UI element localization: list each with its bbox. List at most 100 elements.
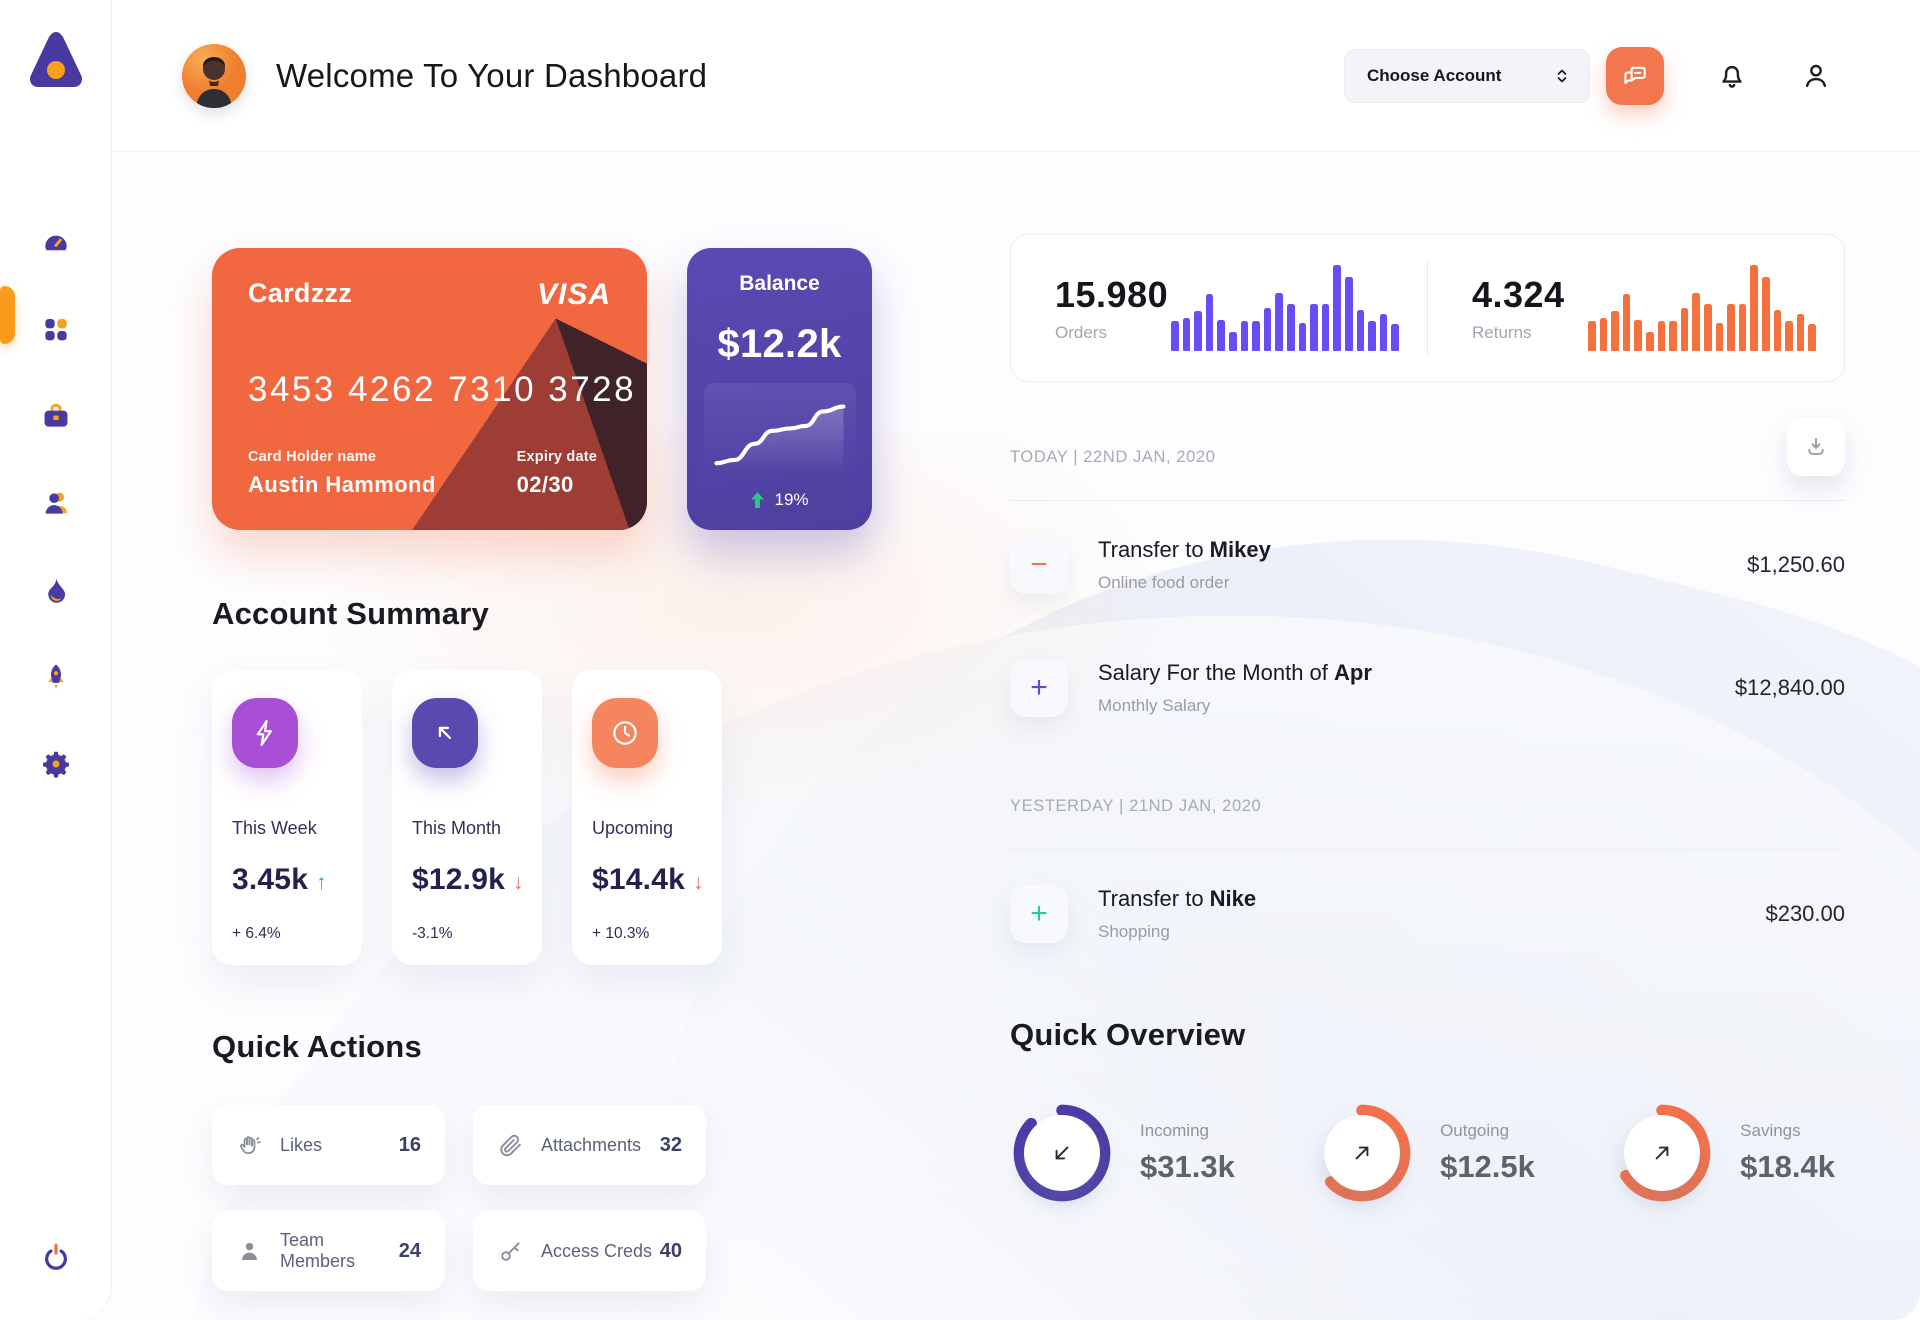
card-holder-label: Card Holder name [248, 449, 377, 465]
arrow-up-left-icon [412, 698, 478, 768]
summary-card-this-month: This Month $12.9k ↓ -3.1% [392, 670, 542, 965]
card-holder-name: Austin Hammond [248, 472, 436, 497]
summary-value: $12.9k [412, 863, 505, 896]
quick-action-attachments[interactable]: Attachments 32 [473, 1105, 706, 1185]
quick-action-access-creds[interactable]: Access Creds 40 [473, 1211, 706, 1291]
quick-action-count: 40 [659, 1239, 682, 1262]
balance-sparkline [703, 383, 856, 475]
transactions-section: TODAY | 22ND JAN, 2020 − Transfer to Mik… [1010, 418, 1845, 973]
quick-overview-title: Quick Overview [1010, 1017, 1246, 1052]
returns-stat: 4.324 Returns [1428, 265, 1844, 351]
plus-icon: + [1010, 659, 1068, 717]
quick-overview-row: Incoming $31.3k [1010, 1101, 1845, 1205]
notifications-bell-icon[interactable] [1716, 60, 1748, 92]
power-icon[interactable] [39, 1240, 73, 1274]
transaction-row-mikey[interactable]: − Transfer to Mikey Online food order $1… [1010, 501, 1845, 624]
users-icon[interactable] [40, 487, 72, 519]
download-icon [1808, 437, 1824, 455]
transaction-subtitle: Shopping [1098, 922, 1170, 941]
choose-account-label: Choose Account [1367, 65, 1502, 85]
divider [1010, 849, 1845, 850]
balance-value: $12.2k [717, 322, 842, 366]
summary-label: This Week [232, 818, 317, 838]
overview-incoming: Incoming $31.3k [1010, 1101, 1235, 1205]
chat-bubbles-icon [1624, 66, 1646, 84]
minus-icon: − [1010, 536, 1068, 594]
summary-label: Upcoming [592, 818, 674, 838]
transaction-title: Salary For the Month of Apr [1098, 660, 1372, 685]
key-icon [501, 1241, 520, 1261]
rocket-icon[interactable] [40, 661, 72, 693]
download-button[interactable] [1787, 418, 1845, 476]
transaction-subtitle: Monthly Salary [1098, 696, 1211, 715]
briefcase-icon[interactable] [40, 400, 72, 432]
arrow-up-right-icon [1655, 1146, 1669, 1160]
quick-action-team-members[interactable]: Team Members 24 [212, 1211, 445, 1291]
trend-arrow-down-icon: ↓ [692, 871, 704, 894]
grid-apps-icon[interactable] [40, 313, 72, 345]
right-column: 15.980 Orders 4.324 Returns TODAY | 22N [1010, 234, 1845, 1320]
overview-outgoing: Outgoing $12.5k [1310, 1101, 1535, 1205]
orders-returns-card: 15.980 Orders 4.324 Returns [1010, 234, 1845, 382]
member-icon [242, 1242, 257, 1260]
card-number: 3453 4262 7310 3728 [248, 370, 637, 409]
quick-action-count: 32 [659, 1133, 682, 1156]
triangle-logo-icon [23, 26, 89, 98]
overview-value: $18.4k [1740, 1149, 1835, 1184]
summary-card-this-week: This Week 3.45k ↑ + 6.4% [212, 670, 362, 965]
balance-change: 19% [750, 490, 809, 510]
orders-bar-chart [1171, 265, 1399, 351]
flame-icon[interactable] [40, 574, 72, 606]
quick-action-label: Likes [280, 1134, 323, 1155]
page-title: Welcome To Your Dashboard [276, 56, 708, 94]
quick-actions-title: Quick Actions [212, 1029, 422, 1064]
dashboard-icon[interactable] [40, 226, 72, 258]
trend-arrow-down-icon: ↓ [512, 871, 524, 894]
quick-action-label: Team Members [280, 1230, 356, 1271]
profile-icon[interactable] [1800, 60, 1832, 92]
paperclip-icon [500, 1134, 521, 1156]
quick-action-likes[interactable]: Likes 16 [212, 1105, 445, 1185]
quick-actions-grid: Likes 16 Attachments 32 Team Members [212, 1105, 872, 1291]
transaction-subtitle: Online food order [1098, 573, 1230, 592]
trend-arrow-up-icon: ↑ [316, 871, 327, 894]
summary-value: 3.45k [232, 863, 309, 896]
card-expiry-label: Expiry date [516, 449, 597, 465]
orders-label: Orders [1055, 322, 1107, 342]
transactions-group-header: TODAY | 22ND JAN, 2020 [1010, 418, 1845, 486]
balance-label: Balance [739, 272, 820, 295]
up-arrow-icon [751, 492, 765, 508]
header-actions: Choose Account [1344, 46, 1832, 105]
transactions-date: YESTERDAY | 21ND JAN, 2020 [1010, 796, 1262, 815]
returns-bar-chart [1588, 265, 1816, 351]
overview-label: Outgoing [1440, 1121, 1510, 1140]
select-chevrons-icon [1557, 69, 1567, 82]
gear-icon[interactable] [40, 748, 72, 780]
transactions-group-header: YESTERDAY | 21ND JAN, 2020 [1010, 777, 1845, 835]
clock-icon [592, 698, 658, 768]
arrow-up-right-icon [1355, 1146, 1369, 1160]
transaction-title: Transfer to Mikey [1098, 537, 1271, 562]
plus-icon: + [1010, 885, 1068, 943]
incoming-ring [1010, 1101, 1114, 1205]
account-summary-title: Account Summary [212, 596, 489, 631]
chat-button[interactable] [1606, 46, 1664, 105]
overview-label: Savings [1740, 1121, 1801, 1140]
transaction-row-nike[interactable]: + Transfer to Nike Shopping $230.00 [1010, 850, 1845, 973]
summary-label: This Month [412, 818, 502, 838]
visa-logo: VISA [536, 278, 611, 311]
user-avatar[interactable] [182, 43, 246, 108]
overview-value: $12.5k [1440, 1149, 1535, 1184]
stats-divider [1427, 260, 1428, 356]
choose-account-select[interactable]: Choose Account [1344, 48, 1590, 103]
returns-label: Returns [1472, 322, 1532, 342]
summary-card-upcoming: Upcoming $14.4k ↓ + 10.3% [572, 670, 722, 965]
returns-value: 4.324 [1472, 273, 1565, 315]
quick-action-count: 24 [398, 1239, 421, 1262]
outgoing-ring [1310, 1101, 1414, 1205]
transaction-amount: $12,840.00 [1734, 675, 1845, 700]
transaction-row-salary[interactable]: + Salary For the Month of Apr Monthly Sa… [1010, 624, 1845, 747]
clap-hands-icon [240, 1135, 261, 1154]
sidebar [0, 0, 112, 1320]
